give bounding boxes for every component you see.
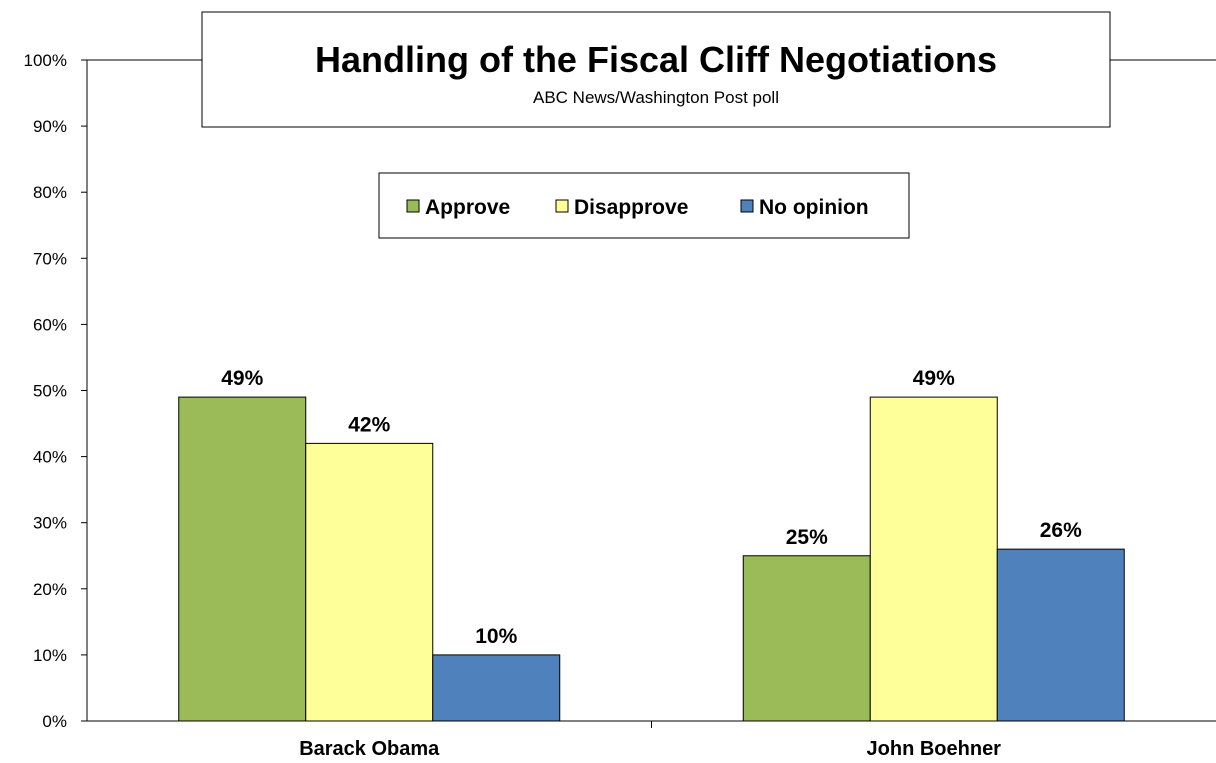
chart-title: Handling of the Fiscal Cliff Negotiation… (315, 39, 997, 80)
data-label: 42% (348, 413, 390, 436)
legend-label: Approve (425, 196, 510, 219)
data-label: 26% (1040, 519, 1082, 542)
legend: Approve Disapprove No opinion (378, 172, 910, 239)
x-category-label: John Boehner (867, 738, 1002, 760)
legend-label: Disapprove (574, 196, 688, 219)
y-tick-label: 10% (33, 646, 67, 665)
bar-approve (742, 555, 871, 722)
y-tick-label: 80% (33, 183, 67, 202)
title-box-frame (201, 11, 1111, 128)
axes: 0% 10% 20% 30% 40% 50% 60% 70% 80% 90% 100% Barack … (24, 51, 1216, 760)
legend-swatch-no-opinion (740, 199, 754, 213)
y-tick-label: 20% (33, 580, 67, 599)
data-label: 25% (786, 526, 828, 549)
data-labels: 49% 42% 10% 25% 49% 26% (221, 367, 1082, 648)
data-label: 49% (913, 367, 955, 390)
title-box: Handling of the Fiscal Cliff Negotiation… (201, 11, 1111, 128)
bars (178, 396, 1125, 722)
legend-label: No opinion (759, 196, 869, 219)
chart-subtitle: ABC News/Washington Post poll (533, 88, 779, 107)
data-label: 49% (221, 367, 263, 390)
y-tick-label: 30% (33, 514, 67, 533)
bar-approve (178, 396, 307, 722)
y-tick-label: 0% (42, 712, 67, 731)
y-tick-label: 90% (33, 117, 67, 136)
legend-swatch-approve (406, 199, 420, 213)
data-label: 10% (475, 625, 517, 648)
bar-no-opinion (996, 548, 1125, 722)
y-tick-label: 50% (33, 382, 67, 401)
y-tick-label: 40% (33, 448, 67, 467)
bar-disapprove (305, 442, 434, 722)
bar-no-opinion (432, 654, 561, 722)
legend-swatch-disapprove (555, 199, 569, 213)
legend-frame (378, 172, 910, 239)
y-tick-label: 60% (33, 315, 67, 334)
y-tick-label: 100% (24, 51, 67, 70)
bar-disapprove (869, 396, 998, 722)
x-category-label: Barack Obama (299, 738, 440, 760)
y-tick-label: 70% (33, 249, 67, 268)
